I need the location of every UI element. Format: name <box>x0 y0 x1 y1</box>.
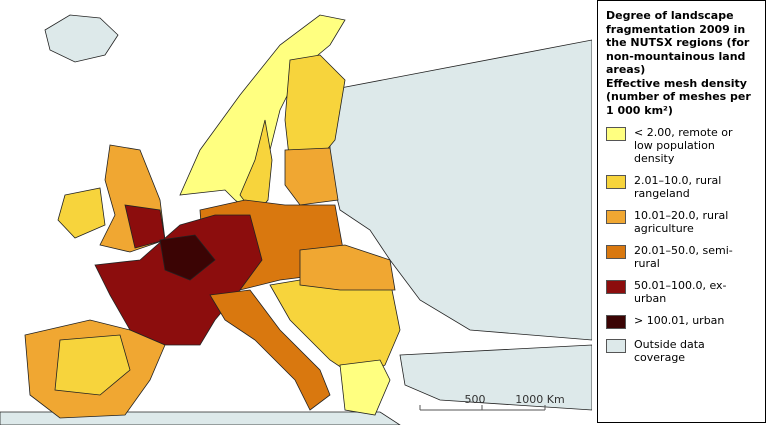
legend-item: 20.01–50.0, semi-rural <box>606 244 759 270</box>
legend: Degree of landscape fragmentation 2009 i… <box>597 0 766 423</box>
urban-core <box>159 234 216 281</box>
legend-title: Degree of landscape fragmentation 2009 i… <box>606 9 750 76</box>
legend-item: > 100.01, urban <box>606 314 759 329</box>
hungary-romania <box>299 244 396 291</box>
legend-swatch <box>606 315 626 329</box>
legend-item: 50.01–100.0, ex-urban <box>606 279 759 305</box>
legend-item: 10.01–20.0, rural agriculture <box>606 209 759 235</box>
baltics <box>284 147 339 206</box>
legend-label: 20.01–50.0, semi-rural <box>634 244 733 270</box>
outside-turkey <box>399 344 592 411</box>
legend-label: 50.01–100.0, ex-urban <box>634 279 727 305</box>
legend-item: Outside data coverage <box>606 338 759 364</box>
map: 500 1000 Km <box>0 14 592 425</box>
legend-swatch <box>606 280 626 294</box>
scale-label: 500 <box>465 393 486 406</box>
iceland <box>44 14 119 63</box>
legend-item: 2.01–10.0, rural rangeland <box>606 174 759 200</box>
greece <box>339 359 391 416</box>
ireland <box>57 187 106 239</box>
legend-items: < 2.00, remote or low population density… <box>606 126 759 364</box>
legend-item: < 2.00, remote or low population density <box>606 126 759 165</box>
italy <box>209 289 331 411</box>
scale-label: 1000 Km <box>515 393 564 406</box>
legend-swatch <box>606 339 626 353</box>
legend-label: 2.01–10.0, rural rangeland <box>634 174 722 200</box>
legend-swatch <box>606 175 626 189</box>
legend-label: Outside data coverage <box>634 338 705 364</box>
legend-swatch <box>606 127 626 141</box>
legend-label: < 2.00, remote or low population density <box>634 126 733 165</box>
land <box>0 14 592 425</box>
scale-bar: 500 1000 Km <box>419 393 565 411</box>
iberia-inner <box>54 334 131 396</box>
legend-label: > 100.01, urban <box>634 314 725 327</box>
legend-swatch <box>606 245 626 259</box>
legend-swatch <box>606 210 626 224</box>
legend-subtitle: Effective mesh density (number of meshes… <box>606 76 751 117</box>
legend-label: 10.01–20.0, rural agriculture <box>634 209 729 235</box>
